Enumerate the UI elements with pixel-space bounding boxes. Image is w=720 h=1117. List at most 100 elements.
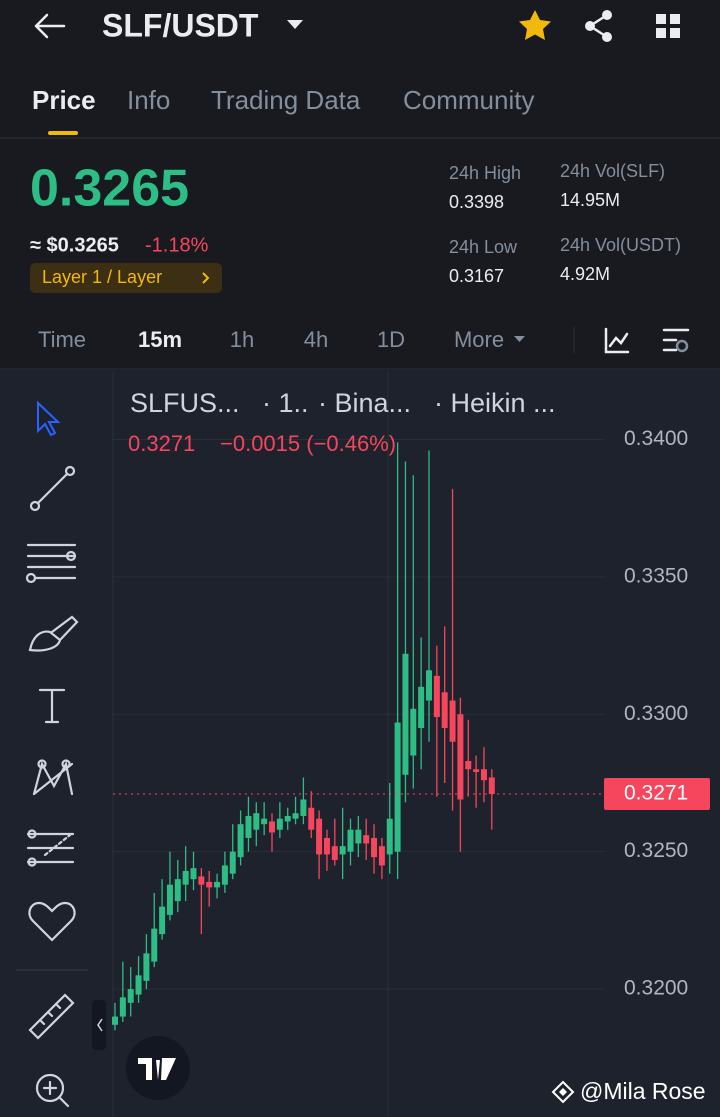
share-button[interactable] — [585, 10, 612, 42]
candle-body — [269, 821, 275, 833]
candle-body — [198, 876, 205, 885]
candle-body — [119, 997, 126, 1017]
candle-body — [182, 870, 189, 885]
candle-body — [339, 846, 346, 855]
candle-body — [449, 700, 456, 742]
settings-button[interactable] — [662, 328, 690, 353]
candle-body — [284, 815, 291, 822]
chart-style: · Heikin ... — [434, 388, 556, 418]
candle-body — [261, 818, 268, 825]
candle-body — [214, 881, 221, 888]
indicator-button[interactable] — [604, 327, 630, 354]
stat-label: 24h Vol(SLF) — [560, 161, 665, 181]
tab[interactable]: Community — [403, 85, 534, 115]
legend-close: 0.3271 — [128, 431, 195, 456]
more-dropdown[interactable] — [514, 336, 525, 342]
chart-symbol: SLFUS... — [130, 388, 240, 418]
zoom-tool[interactable] — [35, 1073, 70, 1108]
timeframe[interactable]: Time — [38, 327, 86, 352]
timeframe[interactable]: 4h — [304, 327, 328, 352]
pattern-tool[interactable] — [32, 759, 74, 796]
grid-menu[interactable] — [656, 14, 680, 38]
candle-body — [418, 686, 425, 729]
stat-value: 0.3398 — [449, 192, 504, 212]
top-panel — [0, 0, 720, 370]
favorite-star[interactable] — [519, 10, 551, 40]
plot — [112, 438, 605, 1031]
candle-body — [402, 653, 409, 775]
last-price-label: 0.3271 — [624, 782, 688, 805]
y-tick-label: 0.3300 — [624, 702, 688, 725]
candle-body — [363, 835, 370, 844]
candle-body — [316, 818, 323, 855]
timeframe[interactable]: More — [454, 327, 504, 352]
candle-body — [410, 708, 417, 756]
pair-dropdown[interactable] — [287, 20, 303, 29]
tv-logo — [126, 1036, 190, 1100]
candle-body — [190, 868, 197, 880]
candle-body — [135, 975, 142, 995]
candle-body — [206, 881, 213, 888]
timeframe[interactable]: 1h — [230, 327, 254, 352]
brush-tool[interactable] — [28, 615, 79, 652]
tab[interactable]: Price — [32, 85, 96, 115]
candle-body — [394, 722, 401, 852]
candle-body — [292, 813, 299, 819]
candle-body — [433, 675, 440, 718]
tag-box[interactable] — [30, 263, 222, 293]
y-tick-label: 0.3250 — [624, 839, 688, 862]
timeframe[interactable]: 15m — [138, 327, 182, 352]
tab[interactable]: Trading Data — [211, 85, 361, 115]
chart-interval: · 1.. — [262, 388, 309, 418]
favorites-tool[interactable] — [28, 901, 76, 942]
tag-label[interactable]: Layer 1 / Layer — [42, 267, 162, 287]
candle-body — [143, 953, 150, 981]
chart-panel — [0, 370, 720, 1117]
candle-body — [488, 777, 495, 794]
stat-label: 24h Vol(USDT) — [560, 235, 681, 255]
candle-body — [237, 824, 244, 858]
stat-value: 4.92M — [560, 264, 610, 284]
tab[interactable]: Info — [127, 85, 170, 115]
candle-body — [229, 851, 236, 874]
price-change: -1.18% — [145, 234, 209, 256]
drawing-toolbar — [16, 400, 88, 1108]
fib-tool[interactable] — [25, 543, 77, 584]
candle-body — [465, 760, 472, 770]
candle-body — [473, 769, 480, 772]
candle-body — [378, 846, 385, 866]
watermark: @Mila Rose — [580, 1078, 706, 1104]
collapse-arrow — [97, 1018, 103, 1032]
y-tick-label: 0.3400 — [624, 427, 688, 450]
chart-exchange: · Bina... — [318, 388, 411, 418]
candle-body — [159, 906, 166, 935]
forecast-tool[interactable] — [26, 829, 75, 867]
last-price-tag — [604, 777, 710, 810]
line-tool[interactable] — [29, 465, 76, 512]
candle-body — [426, 670, 432, 701]
timeframe[interactable]: 1D — [377, 327, 405, 352]
last-price: 0.3265 — [30, 160, 189, 218]
text-tool[interactable] — [38, 688, 66, 724]
pair-title[interactable]: SLF/USDT — [102, 7, 259, 43]
candle-body — [174, 879, 181, 902]
candle-body — [323, 837, 330, 855]
back-button[interactable] — [34, 13, 66, 39]
usd-price: ≈ $0.3265 — [30, 234, 119, 256]
candle-body — [347, 829, 354, 852]
y-tick-label: 0.3350 — [624, 564, 688, 587]
candle-body — [253, 813, 260, 830]
candle-body — [166, 884, 173, 915]
measure-tool[interactable] — [28, 993, 75, 1040]
candle-body — [480, 769, 487, 781]
cursor-tool[interactable] — [37, 400, 61, 437]
stat-value: 14.95M — [560, 190, 620, 210]
candle-body — [127, 989, 134, 1003]
candle-body — [300, 799, 307, 816]
toolbar-collapse[interactable] — [92, 1000, 106, 1050]
candle-body — [457, 714, 464, 800]
legend-change: −0.0015 (−0.46%) — [220, 431, 396, 456]
candle-body — [112, 1016, 118, 1025]
candle-body — [276, 818, 283, 830]
